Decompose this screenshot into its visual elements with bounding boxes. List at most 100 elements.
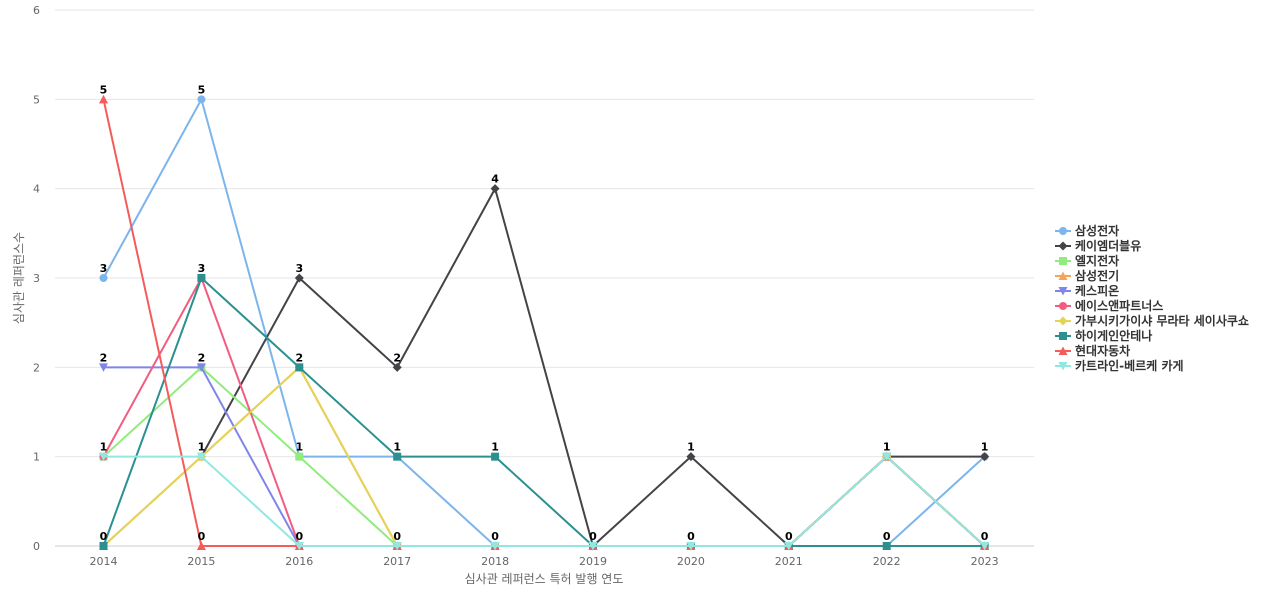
data-label: 2 — [198, 351, 206, 364]
data-label: 3 — [198, 262, 206, 275]
legend-label: 삼성전기 — [1075, 268, 1119, 283]
y-tick-label: 6 — [33, 4, 40, 17]
data-label: 0 — [981, 530, 989, 543]
legend-marker — [1058, 346, 1068, 355]
data-point — [196, 541, 206, 550]
data-label: 5 — [198, 83, 206, 96]
legend-marker — [1058, 316, 1068, 326]
series-group — [99, 94, 990, 551]
legend-item[interactable]: 에이스앤파트너스 — [1055, 298, 1163, 313]
x-axis-title: 심사관 레퍼런스 특허 발행 연도 — [465, 571, 624, 586]
data-point — [784, 542, 794, 551]
x-tick-label: 2018 — [481, 555, 509, 568]
x-tick-label: 2016 — [285, 555, 313, 568]
series-line — [102, 277, 986, 547]
legend-item[interactable]: 케스피온 — [1055, 283, 1119, 298]
legend-item[interactable]: 삼성전기 — [1055, 268, 1119, 283]
legend-label: 하이게인안테나 — [1075, 328, 1152, 343]
data-point — [99, 94, 108, 104]
data-point — [491, 452, 500, 461]
y-tick-label: 1 — [33, 451, 40, 464]
data-label: 2 — [100, 351, 108, 364]
legend-item[interactable]: 카트라인-베르케 카게 — [1055, 358, 1184, 373]
series-6 — [99, 274, 989, 550]
data-point — [392, 542, 402, 551]
legend-marker — [1059, 332, 1067, 340]
data-label: 1 — [687, 441, 695, 454]
data-point — [197, 95, 206, 104]
y-axis-title: 심사관 레퍼런스수 — [12, 232, 26, 324]
series-line — [102, 98, 986, 547]
data-label: 0 — [393, 530, 401, 543]
legend-marker — [1058, 241, 1068, 251]
data-label: 5 — [100, 83, 108, 96]
data-label: 2 — [295, 351, 303, 364]
legend-label: 에이스앤파트너스 — [1075, 298, 1163, 313]
legend-marker — [1058, 362, 1068, 371]
series-line — [103, 455, 986, 547]
data-point — [295, 452, 304, 461]
legend-item[interactable]: 케이엠더블유 — [1055, 238, 1141, 253]
data-label: 1 — [100, 441, 108, 454]
legend-item[interactable]: 엘지전자 — [1055, 253, 1119, 268]
data-label: 1 — [393, 441, 401, 454]
x-tick-label: 2023 — [971, 555, 999, 568]
data-point — [588, 542, 598, 551]
data-point — [392, 362, 402, 372]
data-label: 2 — [393, 351, 401, 364]
series-8 — [99, 274, 989, 550]
data-point — [882, 452, 892, 462]
legend-marker — [1058, 287, 1068, 296]
data-point — [196, 363, 206, 372]
legend-item[interactable]: 현대자동차 — [1055, 343, 1130, 358]
legend-label: 삼성전자 — [1075, 223, 1119, 238]
data-point — [196, 452, 206, 462]
data-labels: 5 3 2 1 0 5 3 2 1 0 3 2 1 0 2 1 0 4 1 0 0 1 0 0 1 0 1 0 — [100, 83, 989, 543]
x-tick-label: 2017 — [383, 555, 411, 568]
data-label: 4 — [491, 173, 499, 186]
data-label: 1 — [198, 441, 206, 454]
data-point — [295, 363, 304, 372]
legend-marker — [1058, 271, 1068, 280]
legend-item[interactable]: 삼성전자 — [1055, 223, 1119, 238]
data-point — [99, 542, 108, 550]
data-label: 1 — [491, 441, 499, 454]
data-label: 0 — [883, 530, 891, 543]
y-axis-ticks: 0 1 2 3 4 5 6 — [33, 4, 40, 553]
legend-marker — [1059, 257, 1067, 265]
series-1 — [99, 95, 989, 550]
series-9 — [99, 94, 990, 550]
data-point — [882, 542, 891, 550]
x-tick-label: 2020 — [677, 555, 705, 568]
data-point — [197, 274, 206, 282]
data-label: 0 — [295, 530, 303, 543]
series-line — [102, 99, 986, 547]
legend-item[interactable]: 가부시키가이샤 무라타 세이사쿠쇼 — [1055, 313, 1249, 328]
series-10 — [99, 452, 990, 551]
legend-label: 케스피온 — [1075, 283, 1119, 298]
x-tick-label: 2014 — [90, 555, 118, 568]
x-axis-ticks: 2014 2015 2016 2017 2018 2019 2020 2021 2022 2023 — [90, 555, 999, 568]
data-label: 0 — [491, 530, 499, 543]
data-point — [294, 542, 304, 551]
y-tick-label: 5 — [33, 93, 40, 106]
legend-label: 가부시키가이샤 무라타 세이사쿠쇼 — [1075, 313, 1249, 328]
y-tick-label: 2 — [33, 361, 40, 374]
legend-label: 엘지전자 — [1075, 253, 1119, 268]
data-label: 1 — [981, 441, 989, 454]
legend-marker — [1059, 227, 1067, 235]
x-tick-label: 2015 — [187, 555, 215, 568]
legend-item[interactable]: 하이게인안테나 — [1055, 328, 1152, 343]
legend-label: 케이엠더블유 — [1075, 238, 1141, 253]
data-label: 1 — [295, 441, 303, 454]
data-label: 0 — [687, 530, 695, 543]
data-point — [686, 542, 696, 551]
y-tick-label: 3 — [33, 272, 40, 285]
data-label: 0 — [100, 530, 108, 543]
data-point — [490, 184, 500, 194]
data-label: 0 — [589, 530, 597, 543]
x-tick-label: 2022 — [873, 555, 901, 568]
x-tick-label: 2021 — [775, 555, 803, 568]
